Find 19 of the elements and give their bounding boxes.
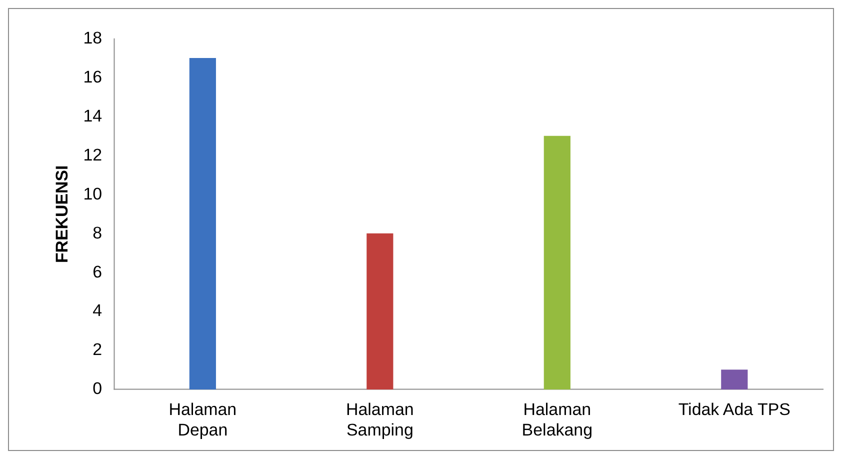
- x-tick-label: Halaman Samping: [346, 400, 414, 440]
- y-tick-label: 4: [92, 301, 102, 320]
- bar: [544, 136, 570, 390]
- y-tick-label: 0: [92, 379, 102, 398]
- y-tick-label: 12: [83, 145, 102, 164]
- bar: [366, 233, 394, 390]
- x-tick-label: Halaman Depan: [168, 400, 237, 440]
- y-tick-label: 10: [83, 184, 102, 204]
- y-tick-label: 6: [92, 262, 102, 282]
- y-tick-label: 16: [83, 68, 102, 86]
- bar: [189, 58, 216, 390]
- x-tick-label: Halaman Belakang: [522, 400, 593, 440]
- y-axis-title: FREKUENSI: [52, 165, 72, 264]
- y-tick-label: 14: [83, 106, 102, 126]
- y-tick-label: 8: [92, 223, 102, 242]
- bar: [721, 370, 748, 390]
- y-tick-label: 2: [92, 340, 102, 360]
- x-tick-label: Tidak Ada TPS: [678, 400, 790, 420]
- y-tick-label: 18: [83, 28, 102, 48]
